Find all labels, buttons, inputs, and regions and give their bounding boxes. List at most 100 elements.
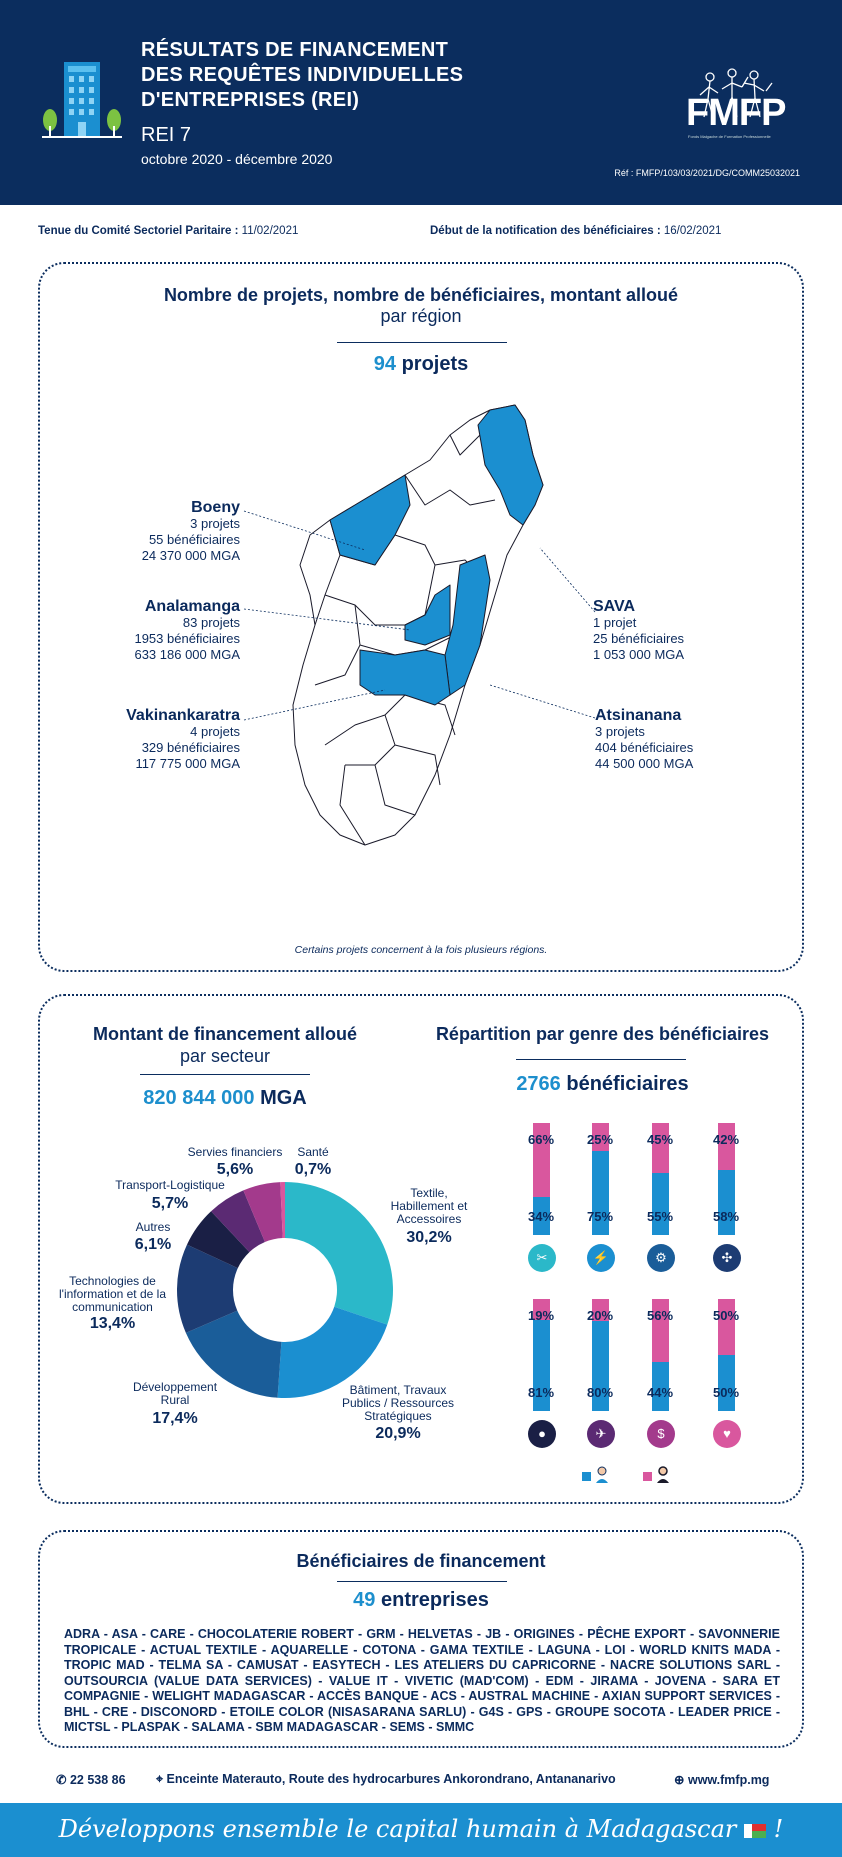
pct-women-label: 50%: [712, 1308, 740, 1323]
bar-segment-men: [592, 1151, 609, 1235]
gender-bar: [592, 1123, 609, 1235]
beneficiaries-title: Bénéficiaires de financement: [296, 1551, 546, 1571]
slice-sante: [280, 1182, 285, 1239]
title-line-3: D'ENTREPRISES (REI): [141, 89, 360, 111]
sector-label-finance: Servies financiers: [187, 1145, 283, 1159]
reference-number: Réf : FMFP/103/03/2021/DG/COMM25032021: [614, 168, 800, 178]
sector-pct-textile: 30,2%: [406, 1229, 452, 1246]
region-projects: 3 projets: [190, 516, 240, 531]
region-projects: 83 projets: [182, 615, 240, 630]
regions-title: Nombre de projets, nombre de bénéficiair…: [163, 285, 679, 305]
phone-number: 22 538 86: [69, 1773, 126, 1787]
pct-men-label: 50%: [712, 1385, 740, 1400]
address-info: ⌖ Enceinte Materauto, Route des hydrocar…: [156, 1772, 616, 1787]
sector-donut-chart: [177, 1182, 393, 1398]
slice-transport: [211, 1190, 265, 1253]
gender-divider: [516, 1059, 686, 1060]
period-label: octobre 2020 - décembre 2020: [141, 151, 333, 167]
sector-pct-transport: 5,7%: [151, 1195, 189, 1212]
bar-segment-men: [533, 1196, 550, 1235]
committee-date-line: Tenue du Comité Sectoriel Paritaire : 11…: [38, 225, 298, 237]
slice-textile: [285, 1182, 393, 1325]
committee-label: Tenue du Comité Sectoriel Paritaire :: [38, 225, 239, 237]
bar-segment-women: [592, 1123, 609, 1151]
region-name: Boeny: [191, 499, 240, 516]
sector-label-tic: Technologies de l'information et de la c…: [58, 1274, 166, 1314]
pct-men-label: 44%: [646, 1385, 674, 1400]
sector-pct-sante: 0,7%: [294, 1161, 332, 1178]
globe-icon: ⊕: [674, 1773, 685, 1787]
plane-truck-icon: ✈: [587, 1420, 615, 1448]
bar-segment-women: [533, 1123, 550, 1197]
bar-segment-men: [718, 1170, 735, 1235]
beneficiaries-total-number: 49: [353, 1589, 376, 1611]
sector-pct-rural: 17,4%: [152, 1410, 198, 1427]
pct-men-label: 80%: [586, 1385, 614, 1400]
website-link[interactable]: www.fmfp.mg: [687, 1773, 770, 1787]
money-icon: $: [647, 1420, 675, 1448]
region-projects: 3 projets: [595, 724, 645, 739]
sector-gender-panel: [38, 994, 804, 1504]
gender-bar: [652, 1299, 669, 1411]
notification-label: Début de la notification des bénéficiair…: [430, 225, 661, 237]
notification-date: 16/02/2021: [663, 225, 722, 237]
sector-total: 820 844 000 MGA: [60, 1087, 390, 1110]
title-line-2: DES REQUÊTES INDIVIDUELLES: [141, 64, 464, 86]
website-info[interactable]: ⊕ www.fmfp.mg: [674, 1772, 769, 1787]
regions-total-number: 94: [373, 353, 396, 375]
pct-women-label: 56%: [646, 1308, 674, 1323]
sector-label-sante: Santé: [297, 1145, 329, 1159]
beneficiaries-divider: [337, 1581, 507, 1582]
footer-banner: Développons ensemble le capital humain à…: [0, 1803, 842, 1857]
beneficiaries-total: 49 entreprises: [0, 1589, 842, 1612]
gender-bar: [533, 1299, 550, 1411]
gender-title: Répartition par genre des bénéficiaires: [435, 1024, 770, 1044]
region-name: Analamanga: [144, 598, 240, 615]
sector-total-number: 820 844 000: [143, 1087, 255, 1109]
region-name: SAVA: [593, 598, 636, 615]
slice-finance: [243, 1182, 283, 1243]
region-beneficiaries: 329 bénéficiaires: [141, 740, 240, 755]
bar-segment-men: [652, 1173, 669, 1235]
bar-segment-women: [652, 1123, 669, 1174]
pct-men-label: 75%: [586, 1209, 614, 1224]
region-vakinankaratra: Vakinankaratra 4 projets 329 bénéficiair…: [60, 708, 240, 772]
header: RÉSULTATS DE FINANCEMENT DES REQUÊTES IN…: [0, 0, 842, 205]
bar-segment-women: [718, 1123, 735, 1171]
pct-men-label: 55%: [646, 1209, 674, 1224]
sector-pct-tic: 13,4%: [89, 1315, 136, 1332]
pct-women-label: 45%: [646, 1132, 674, 1147]
gender-bar: [592, 1299, 609, 1411]
madagascar-map: [292, 404, 544, 846]
network-icon: ✣: [713, 1244, 741, 1272]
sector-divider: [140, 1074, 310, 1075]
region-amount: 117 775 000 MGA: [135, 756, 240, 771]
pct-men-label: 81%: [527, 1385, 555, 1400]
sector-pct-btp: 20,9%: [375, 1425, 421, 1442]
pct-women-label: 25%: [586, 1132, 614, 1147]
gender-bar: [718, 1123, 735, 1235]
bar-segment-women: [718, 1299, 735, 1355]
region-name: Atsinanana: [595, 707, 682, 724]
region-amount: 633 186 000 MGA: [134, 647, 240, 662]
sector-label-rural: Développement Rural: [132, 1380, 218, 1407]
slice-tic: [177, 1244, 238, 1333]
people-icon: ●: [528, 1420, 556, 1448]
legend-women-swatch: [643, 1472, 652, 1481]
pct-women-label: 66%: [527, 1132, 555, 1147]
tractor-icon: ⚙: [647, 1244, 675, 1272]
logo-subtitle: Fonds Malgache de Formation Professionne…: [688, 134, 771, 139]
region-sava: SAVA 1 projet 25 bénéficiaires 1 053 000…: [593, 599, 753, 663]
region-projects: 1 projet: [593, 615, 637, 630]
slogan-text: Développons ensemble le capital humain à…: [58, 1815, 737, 1843]
bar-segment-men: [592, 1321, 609, 1411]
regions-total-unit: projets: [401, 353, 469, 375]
sewing-machine-icon: ✂: [528, 1244, 556, 1272]
gender-bar: [652, 1123, 669, 1235]
gender-bar: [533, 1123, 550, 1235]
pct-men-label: 34%: [527, 1209, 555, 1224]
sector-label-btp: Bâtiment, Travaux Publics / Ressources S…: [341, 1383, 455, 1423]
title-line-1: RÉSULTATS DE FINANCEMENT: [141, 39, 449, 61]
beneficiaries-total-unit: entreprises: [380, 1589, 489, 1611]
bar-segment-women: [652, 1299, 669, 1362]
